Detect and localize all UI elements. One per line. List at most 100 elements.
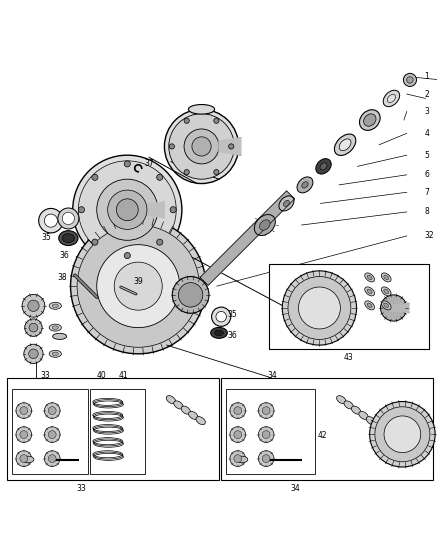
Text: 33: 33	[40, 371, 50, 380]
Ellipse shape	[360, 110, 380, 131]
Polygon shape	[145, 202, 164, 217]
Ellipse shape	[365, 301, 374, 310]
Ellipse shape	[283, 200, 290, 206]
Ellipse shape	[339, 139, 351, 151]
Ellipse shape	[367, 303, 372, 308]
Circle shape	[16, 403, 32, 418]
Ellipse shape	[196, 417, 205, 425]
Ellipse shape	[381, 301, 391, 310]
Circle shape	[124, 161, 131, 167]
Circle shape	[97, 245, 180, 328]
Text: 36: 36	[59, 251, 69, 260]
Ellipse shape	[365, 287, 374, 296]
Bar	[269, 264, 428, 350]
Bar	[221, 378, 433, 480]
Circle shape	[381, 295, 407, 321]
Bar	[90, 389, 145, 474]
Circle shape	[20, 407, 28, 415]
Ellipse shape	[211, 327, 227, 338]
Circle shape	[229, 144, 234, 149]
Text: 7: 7	[424, 188, 429, 197]
Circle shape	[288, 277, 351, 340]
Circle shape	[20, 455, 28, 463]
Ellipse shape	[336, 395, 346, 403]
Circle shape	[170, 207, 176, 213]
Ellipse shape	[166, 395, 176, 403]
Text: 37: 37	[145, 159, 155, 168]
Circle shape	[169, 144, 174, 149]
Circle shape	[216, 311, 226, 322]
Ellipse shape	[52, 352, 58, 356]
Circle shape	[77, 225, 199, 348]
Polygon shape	[390, 303, 409, 313]
Ellipse shape	[188, 104, 215, 114]
Text: 40: 40	[97, 371, 106, 379]
Circle shape	[262, 455, 270, 463]
Circle shape	[124, 253, 131, 259]
Ellipse shape	[215, 330, 223, 336]
Circle shape	[192, 137, 211, 156]
Circle shape	[29, 323, 38, 332]
Circle shape	[44, 214, 57, 227]
Circle shape	[117, 199, 138, 221]
Circle shape	[230, 427, 246, 442]
Bar	[12, 389, 88, 474]
Text: 35: 35	[228, 310, 237, 319]
Circle shape	[28, 300, 39, 311]
Text: 34: 34	[267, 371, 277, 380]
Text: 4: 4	[424, 129, 429, 138]
Ellipse shape	[53, 333, 67, 340]
Text: 2: 2	[424, 90, 429, 99]
Ellipse shape	[62, 234, 74, 243]
Ellipse shape	[320, 163, 327, 170]
Circle shape	[48, 455, 56, 463]
Text: 8: 8	[424, 207, 429, 216]
Circle shape	[234, 431, 242, 439]
Circle shape	[78, 161, 176, 259]
Circle shape	[169, 114, 234, 179]
Circle shape	[48, 431, 56, 439]
Circle shape	[92, 174, 98, 180]
Circle shape	[258, 427, 274, 442]
Circle shape	[234, 407, 242, 415]
Circle shape	[16, 451, 32, 466]
Circle shape	[375, 407, 430, 462]
Ellipse shape	[188, 411, 198, 419]
Ellipse shape	[49, 324, 61, 331]
Circle shape	[370, 401, 435, 467]
Ellipse shape	[52, 326, 58, 329]
Bar	[7, 378, 219, 480]
Circle shape	[22, 294, 45, 317]
Text: 1: 1	[424, 72, 429, 81]
Ellipse shape	[364, 114, 376, 126]
Circle shape	[71, 219, 206, 354]
Text: 6: 6	[424, 171, 429, 179]
Ellipse shape	[237, 456, 248, 463]
Circle shape	[73, 155, 182, 264]
Circle shape	[258, 451, 274, 466]
Text: 32: 32	[424, 231, 434, 240]
Ellipse shape	[316, 159, 331, 174]
Circle shape	[39, 208, 63, 233]
Text: 38: 38	[57, 273, 67, 282]
Ellipse shape	[302, 182, 308, 188]
Circle shape	[262, 431, 270, 439]
Ellipse shape	[367, 289, 372, 294]
Circle shape	[20, 431, 28, 439]
Circle shape	[108, 190, 147, 229]
Ellipse shape	[254, 214, 276, 236]
Circle shape	[298, 287, 340, 329]
Ellipse shape	[22, 456, 34, 463]
Text: 35: 35	[42, 233, 51, 242]
Circle shape	[164, 109, 239, 183]
Circle shape	[384, 416, 421, 453]
Text: 41: 41	[119, 371, 128, 379]
Circle shape	[258, 403, 274, 418]
Circle shape	[157, 239, 163, 245]
Circle shape	[44, 403, 60, 418]
Ellipse shape	[383, 90, 399, 107]
Circle shape	[403, 74, 417, 86]
Circle shape	[157, 174, 163, 180]
Text: 43: 43	[344, 353, 354, 362]
Bar	[226, 389, 315, 474]
